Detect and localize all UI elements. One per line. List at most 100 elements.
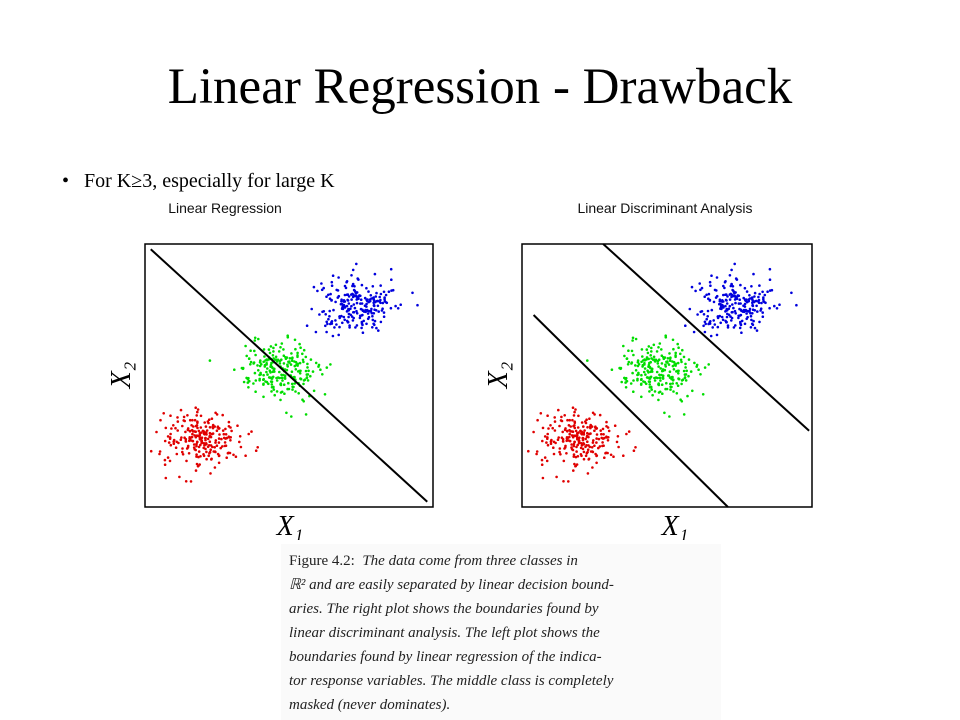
decision-boundary: [150, 248, 428, 503]
data-point: [360, 322, 364, 325]
data-point: [159, 418, 162, 422]
data-point: [199, 426, 203, 429]
data-point: [269, 380, 273, 383]
data-point: [176, 416, 179, 419]
data-point: [350, 274, 353, 277]
data-point: [383, 297, 386, 301]
data-point: [732, 326, 736, 329]
data-point: [568, 418, 571, 422]
data-point: [657, 383, 661, 387]
data-point: [658, 342, 662, 345]
data-point: [672, 390, 675, 393]
data-point: [753, 326, 757, 330]
data-point: [650, 357, 653, 360]
data-point: [666, 357, 670, 360]
data-point: [756, 310, 759, 313]
data-point: [564, 446, 567, 449]
data-point: [352, 310, 356, 314]
data-point: [763, 293, 767, 297]
data-point: [347, 312, 351, 316]
data-point: [569, 430, 572, 433]
data-point: [258, 379, 261, 382]
data-point: [223, 441, 227, 444]
data-point: [693, 361, 696, 365]
data-point: [600, 432, 603, 436]
data-point: [750, 322, 754, 326]
data-point: [766, 290, 769, 293]
data-point: [643, 367, 647, 370]
data-point: [669, 382, 672, 386]
data-point: [758, 284, 761, 287]
data-point: [206, 437, 210, 441]
data-point: [683, 373, 687, 376]
data-point: [330, 322, 334, 325]
data-point: [265, 380, 269, 384]
data-point: [636, 379, 639, 382]
data-point: [751, 301, 754, 305]
data-point: [239, 445, 243, 449]
data-point: [750, 318, 753, 322]
data-point: [294, 368, 298, 371]
data-point: [187, 452, 191, 455]
data-point: [684, 324, 687, 327]
data-point: [643, 380, 647, 384]
data-point: [325, 366, 329, 369]
data-point: [659, 379, 662, 382]
data-point: [708, 299, 712, 302]
data-point: [706, 315, 709, 318]
data-point: [702, 324, 705, 328]
data-point: [740, 309, 743, 312]
data-point: [640, 382, 643, 386]
data-point: [172, 440, 175, 443]
data-point: [577, 441, 581, 445]
data-point: [194, 469, 198, 472]
x-axis-label: X₁: [661, 511, 689, 540]
data-point: [708, 280, 712, 284]
data-point: [595, 437, 598, 440]
data-point: [703, 366, 707, 369]
data-point: [293, 382, 296, 385]
data-point: [367, 315, 371, 319]
data-point: [532, 430, 535, 434]
data-point: [291, 356, 294, 359]
data-point: [304, 413, 308, 416]
data-point: [176, 429, 179, 432]
data-point: [591, 450, 594, 453]
data-point: [634, 446, 637, 449]
data-point: [183, 419, 186, 423]
caption-line: linear discriminant analysis. The left p…: [289, 625, 600, 641]
data-point: [668, 352, 671, 355]
data-point: [178, 475, 181, 479]
data-point: [587, 444, 590, 447]
data-point: [330, 280, 334, 284]
data-point: [657, 365, 660, 368]
data-point: [250, 430, 253, 433]
data-point: [296, 354, 299, 357]
data-point: [199, 431, 203, 434]
data-point: [685, 369, 688, 373]
data-point: [351, 268, 355, 272]
data-point: [663, 356, 667, 359]
data-point: [208, 431, 212, 435]
data-point: [167, 441, 171, 444]
data-point: [211, 426, 215, 430]
data-point: [760, 301, 763, 305]
data-point: [285, 356, 289, 359]
data-point: [191, 430, 195, 433]
data-point: [554, 441, 557, 445]
data-point: [672, 360, 676, 364]
data-point: [194, 448, 197, 452]
data-point: [716, 315, 720, 318]
data-point: [370, 307, 373, 311]
data-point: [747, 299, 751, 303]
data-point: [344, 286, 348, 290]
data-point: [238, 440, 241, 444]
data-point: [585, 444, 588, 447]
data-point: [761, 315, 765, 318]
data-point: [560, 415, 563, 419]
data-point: [738, 307, 741, 311]
data-point: [545, 441, 548, 444]
data-point: [353, 306, 357, 310]
data-point: [335, 323, 338, 326]
data-point: [691, 389, 694, 393]
